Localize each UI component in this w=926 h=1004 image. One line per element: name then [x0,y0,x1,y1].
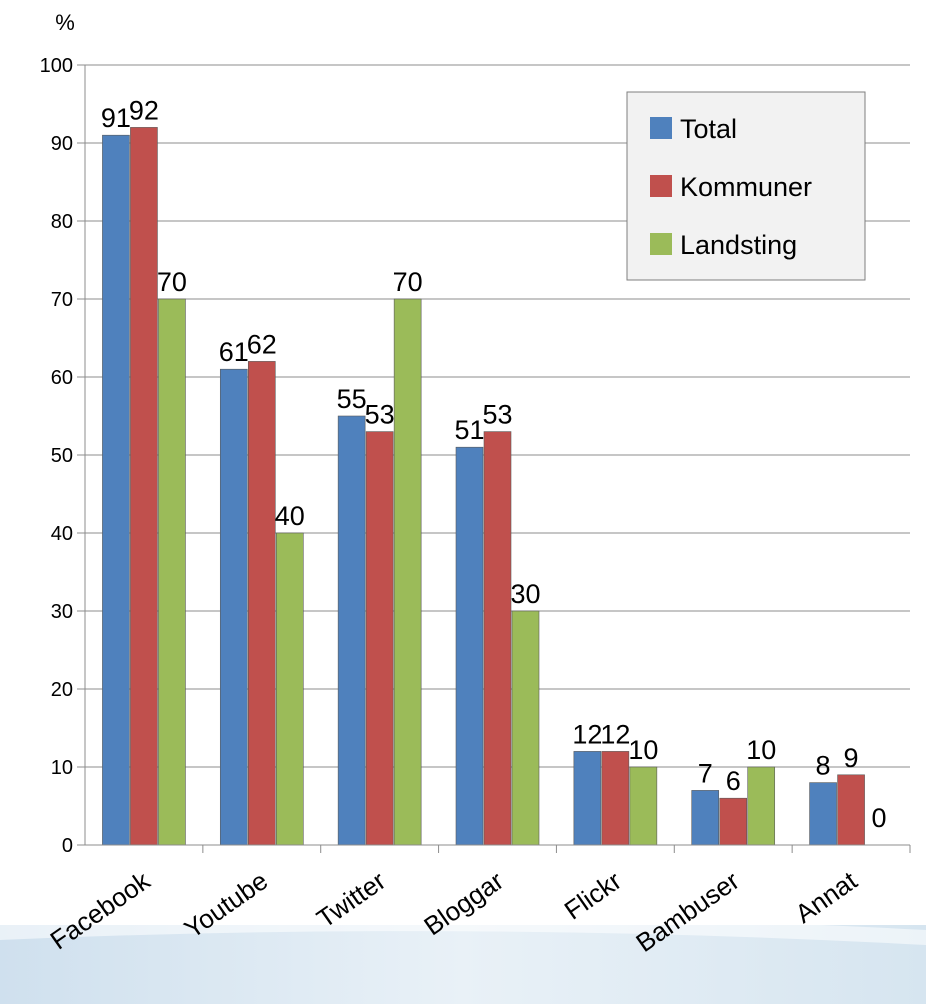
data-label: 0 [872,803,887,833]
data-label: 51 [454,415,484,445]
legend-label: Kommuner [680,172,812,202]
y-tick-label: 50 [51,445,73,467]
data-label: 61 [219,337,249,367]
bar-bloggar-landsting [511,610,540,846]
bar-twitter-total [337,415,366,846]
footer-banner [0,925,926,1004]
data-label: 53 [482,400,512,430]
legend-swatch-kommuner [650,175,672,197]
footer-banner-swoosh [0,916,926,945]
data-label: 92 [129,95,159,125]
data-label: 9 [844,743,859,773]
legend-label: Landsting [680,230,797,260]
y-tick-label: 100 [40,55,73,77]
data-label: 55 [337,384,367,414]
legend-swatch-landsting [650,233,672,255]
y-tick-label: 70 [51,289,73,311]
data-label: 8 [816,751,831,781]
data-label: 70 [393,267,423,297]
y-tick-label: 40 [51,523,73,545]
bar-twitter-landsting [393,298,422,846]
data-label: 62 [247,329,277,359]
data-label: 6 [726,766,741,796]
y-tick-label: 10 [51,757,73,779]
data-label: 40 [275,501,305,531]
category-label: Flickr [559,865,627,925]
bar-youtube-total [219,368,248,846]
data-label: 10 [746,735,776,765]
bar-flickr-kommuner [601,751,630,846]
bar-annat-total [809,782,837,846]
data-label: 91 [101,103,131,133]
data-label: 53 [365,400,395,430]
y-tick-label: 60 [51,367,73,389]
bar-flickr-total [573,751,602,846]
bar-bambuser-kommuner [719,797,748,846]
legend-label: Total [680,114,737,144]
bar-bambuser-total [691,790,720,846]
bar-bloggar-kommuner [483,431,512,846]
bar-facebook-landsting [158,298,186,846]
bar-youtube-kommuner [247,361,276,846]
data-label: 12 [600,719,630,749]
bar-youtube-landsting [275,532,304,846]
bar-bambuser-landsting [747,766,776,846]
bar-bloggar-total [455,446,484,846]
bar-annat-kommuner [837,774,865,846]
legend-swatch-total [650,117,672,139]
y-axis-unit: % [55,10,75,35]
data-label: 70 [157,267,187,297]
category-label: Annat [790,865,864,929]
y-tick-label: 90 [51,133,73,155]
y-tick-label: 0 [62,835,73,857]
bar-facebook-total [102,134,130,846]
y-tick-label: 30 [51,601,73,623]
bar-flickr-landsting [629,766,658,846]
bar-facebook-kommuner [130,127,158,846]
data-label: 12 [572,719,602,749]
data-label: 7 [698,758,713,788]
y-tick-label: 80 [51,211,73,233]
y-tick-label: 20 [51,679,73,701]
bar-twitter-kommuner [365,431,394,846]
data-label: 30 [510,579,540,609]
data-label: 10 [628,735,658,765]
